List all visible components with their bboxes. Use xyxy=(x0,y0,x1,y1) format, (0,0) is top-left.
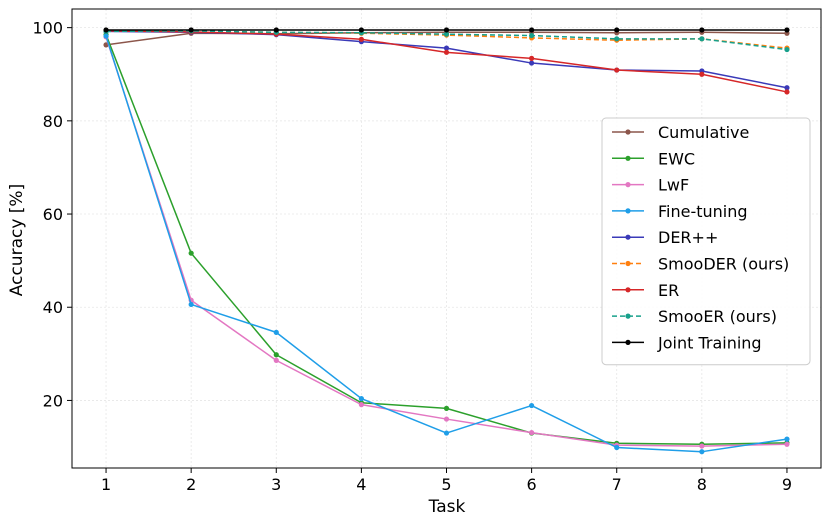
legend-marker xyxy=(625,287,631,293)
data-point-smooer-ours xyxy=(784,46,790,53)
data-point-joint-training xyxy=(784,27,790,33)
legend-marker xyxy=(625,129,631,135)
data-point-er xyxy=(443,49,450,55)
data-point-er xyxy=(358,36,364,42)
data-point-joint-training xyxy=(273,27,279,33)
x-axis-label: Task xyxy=(428,497,466,517)
legend-marker xyxy=(625,339,631,345)
legend-item-smooer-ours: SmooER (ours) xyxy=(612,307,777,326)
data-point-ewc xyxy=(443,405,450,411)
y-tick-label: 60 xyxy=(43,205,63,224)
data-point-ewc xyxy=(188,250,194,256)
legend-marker xyxy=(625,182,631,188)
y-tick-label: 20 xyxy=(43,391,63,410)
legend-item-fine-tuning: Fine-tuning xyxy=(612,202,748,221)
data-point-smooer-ours xyxy=(443,31,450,37)
legend-item-smooder-ours: SmooDER (ours) xyxy=(612,255,789,274)
x-tick-label: 8 xyxy=(697,475,707,494)
legend-item-joint-training: Joint Training xyxy=(612,333,762,352)
data-point-lwf xyxy=(529,429,535,436)
legend-marker xyxy=(625,155,631,161)
legend-label: EWC xyxy=(658,149,695,168)
data-point-lwf xyxy=(358,402,364,408)
x-tick-label: 9 xyxy=(782,475,792,494)
data-point-fine-tuning xyxy=(784,436,790,442)
data-point-lwf xyxy=(784,441,790,447)
x-tick-label: 3 xyxy=(271,475,281,494)
legend-label: Joint Training xyxy=(657,333,762,352)
data-point-fine-tuning xyxy=(103,33,109,39)
x-tick-label: 2 xyxy=(186,475,196,494)
legend-label: Fine-tuning xyxy=(658,202,748,221)
data-point-er xyxy=(614,67,620,73)
legend-item-ewc: EWC xyxy=(612,149,695,168)
data-point-lwf xyxy=(273,357,279,363)
y-tick-label: 100 xyxy=(32,19,63,38)
y-tick-label: 80 xyxy=(43,112,63,131)
data-point-fine-tuning xyxy=(614,444,620,451)
data-point-der xyxy=(443,45,450,51)
legend-marker xyxy=(625,313,631,319)
legend-marker xyxy=(625,208,631,214)
legend: Cumulative EWC LwF Fine-tuning DER++ SmooDER … xyxy=(601,117,811,366)
data-point-fine-tuning xyxy=(273,329,279,335)
data-point-smooer-ours xyxy=(614,36,620,42)
data-point-er xyxy=(529,55,535,61)
data-point-fine-tuning xyxy=(529,402,535,409)
data-point-fine-tuning xyxy=(358,395,364,402)
legend-marker xyxy=(625,260,631,267)
series-fine-tuning xyxy=(103,33,790,455)
legend-item-lwf: LwF xyxy=(612,176,689,195)
y-tick-label: 40 xyxy=(43,298,63,317)
data-point-joint-training xyxy=(188,27,194,33)
legend-label: Cumulative xyxy=(658,123,749,142)
data-point-smooer-ours xyxy=(529,32,535,39)
legend-item-der: DER++ xyxy=(612,228,718,247)
data-point-fine-tuning xyxy=(443,430,450,436)
legend-item-cumulative: Cumulative xyxy=(612,123,749,142)
data-point-joint-training xyxy=(443,27,450,33)
data-point-joint-training xyxy=(699,27,705,33)
legend-label: LwF xyxy=(658,176,689,195)
x-tick-label: 7 xyxy=(612,475,622,494)
legend-label: DER++ xyxy=(658,228,718,247)
data-point-er xyxy=(784,89,790,95)
data-point-ewc xyxy=(273,352,279,358)
legend-label: ER xyxy=(658,281,679,300)
data-point-fine-tuning xyxy=(699,449,705,455)
legend-marker xyxy=(625,234,631,240)
legend-label: SmooDER (ours) xyxy=(658,255,789,274)
y-axis-label: Accuracy [%] xyxy=(7,184,27,296)
data-point-lwf xyxy=(699,443,705,449)
data-point-joint-training xyxy=(614,27,620,33)
series-joint-training xyxy=(103,27,790,33)
data-point-joint-training xyxy=(529,27,535,33)
legend-label: SmooER (ours) xyxy=(658,307,777,326)
x-tick-label: 1 xyxy=(101,475,111,494)
data-point-der xyxy=(784,85,790,91)
x-tick-label: 6 xyxy=(527,475,537,494)
data-point-joint-training xyxy=(103,27,109,33)
data-point-cumulative xyxy=(103,42,109,48)
legend-box xyxy=(601,117,811,366)
data-point-joint-training xyxy=(358,27,364,33)
data-point-lwf xyxy=(443,416,450,422)
data-point-smooer-ours xyxy=(699,36,705,42)
tick-layer: 1 2 3 4 5 6 7 8 9 20 40 60 80 100 xyxy=(32,19,792,494)
legend-item-er: ER xyxy=(612,281,679,300)
data-point-fine-tuning xyxy=(188,301,194,308)
series-layer xyxy=(103,27,790,455)
data-point-der xyxy=(529,60,535,66)
data-point-er xyxy=(699,71,705,77)
x-tick-label: 4 xyxy=(356,475,366,494)
x-tick-label: 5 xyxy=(441,475,451,494)
